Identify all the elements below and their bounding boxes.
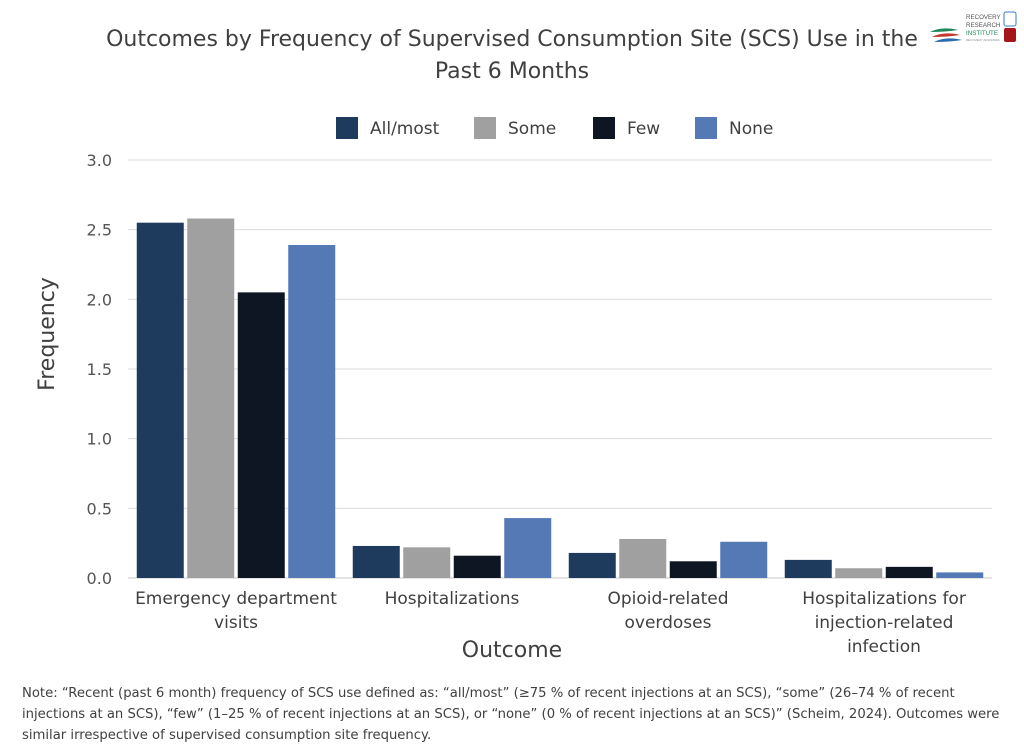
bar <box>136 222 184 578</box>
y-tick-label: 0.0 <box>87 569 112 588</box>
y-tick-label: 1.5 <box>87 360 112 379</box>
bar <box>669 561 717 578</box>
y-axis-label: Frequency <box>35 277 60 391</box>
bar <box>403 547 451 578</box>
y-tick-label: 2.5 <box>87 221 112 240</box>
bar <box>352 545 400 578</box>
x-tick-label: Emergency department visits <box>135 589 337 633</box>
legend-label: All/most <box>370 119 440 139</box>
footnote: Note: “Recent (past 6 month) frequency o… <box>22 686 1000 743</box>
x-tick-label: Hospitalizations <box>385 589 520 609</box>
y-tick-label: 0.5 <box>87 499 112 518</box>
bar <box>720 541 768 578</box>
y-tick-label: 2.0 <box>87 290 112 309</box>
bars <box>136 218 984 578</box>
legend: All/most Some Few None <box>336 117 773 139</box>
bar <box>784 559 832 578</box>
logo-text-line-3: INSTITUTE <box>966 30 998 37</box>
legend-label: None <box>729 119 773 139</box>
bar <box>568 552 616 578</box>
bar <box>237 292 285 578</box>
logo-graphic: RECOVERY RESEARCH INSTITUTE RECOVERY ADV… <box>930 11 1017 42</box>
y-tick-label: 3.0 <box>87 151 112 170</box>
bar <box>504 518 552 578</box>
logo-shield-red <box>1004 28 1016 42</box>
bar-chart: All/most Some Few None 0.0 0.5 1.0 1.5 2.0 2.5 3.… <box>35 117 992 663</box>
x-axis-ticks: Emergency department visits Hospitalizatio… <box>135 589 966 657</box>
logo-tagline: RECOVERY ADVANCES <box>966 38 1000 42</box>
logo-shield-blue <box>1003 11 1017 27</box>
bar <box>288 244 336 578</box>
legend-label: Few <box>627 119 660 139</box>
x-tick-label: Hospitalizations for injection-related inf… <box>802 589 966 657</box>
bar <box>936 572 984 578</box>
recovery-research-institute-logo: RECOVERY RESEARCH INSTITUTE RECOVERY ADV… <box>928 10 1020 50</box>
bar <box>835 568 883 578</box>
chart-title: Outcomes by Frequency of Supervised Cons… <box>106 27 918 84</box>
y-axis-ticks: 0.0 0.5 1.0 1.5 2.0 2.5 3.0 <box>87 151 112 588</box>
legend-swatch <box>695 117 717 139</box>
bar <box>885 566 933 578</box>
legend-swatch <box>336 117 358 139</box>
legend-label: Some <box>508 119 556 139</box>
x-axis-label: Outcome <box>462 638 562 663</box>
logo-text-line-1: RECOVERY <box>966 14 1001 21</box>
y-tick-label: 1.0 <box>87 430 112 449</box>
legend-swatch <box>593 117 615 139</box>
bar <box>619 538 667 578</box>
logo-text-line-2: RESEARCH <box>966 22 1000 29</box>
bar <box>187 218 235 578</box>
legend-swatch <box>474 117 496 139</box>
x-tick-label: Opioid-related overdoses <box>607 589 728 633</box>
bar <box>453 555 501 578</box>
